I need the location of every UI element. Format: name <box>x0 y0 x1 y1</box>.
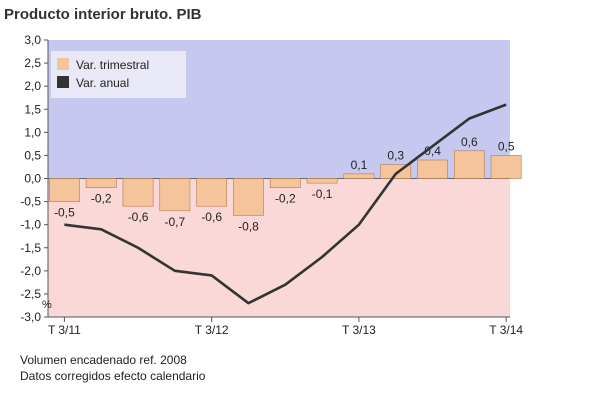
bar-trimestral <box>306 178 338 184</box>
y-tick-label: -0,5 <box>20 195 41 209</box>
note-volume: Volumen encadenado ref. 2008 <box>20 353 187 367</box>
bar-trimestral <box>453 150 485 179</box>
y-unit-label: % <box>42 299 52 311</box>
bar-value-label: 0,3 <box>387 149 404 163</box>
y-tick-label: 3,0 <box>24 33 41 47</box>
line-anual <box>64 103 507 305</box>
legend-label-anual: Var. anual <box>76 76 129 90</box>
bar-trimestral <box>159 178 191 212</box>
chart-title: Producto interior bruto. PIB <box>4 6 202 23</box>
y-tick-label: 0,0 <box>24 172 41 186</box>
bar-value-label: -0,5 <box>54 206 75 220</box>
y-tick-label: 2,0 <box>24 79 41 93</box>
y-tick-label: -1,5 <box>20 241 41 255</box>
y-tick-label: 2,5 <box>24 56 41 70</box>
legend-swatch-trimestral <box>57 58 69 70</box>
bar-trimestral <box>269 178 301 189</box>
y-tick-label: 1,0 <box>24 125 41 139</box>
bar-value-label: 0,4 <box>424 144 441 158</box>
y-tick-label: -2,5 <box>20 287 41 301</box>
legend-swatch-anual <box>57 76 69 88</box>
y-tick-label: -3,0 <box>20 310 41 324</box>
y-tick-label: -1,0 <box>20 218 41 232</box>
y-tick-label: -2,0 <box>20 264 41 278</box>
y-tick-label: 1,5 <box>24 102 41 116</box>
bar-trimestral <box>343 173 375 179</box>
bar-value-label: -0,8 <box>238 219 259 233</box>
legend-box <box>51 51 186 98</box>
bar-trimestral <box>233 178 264 216</box>
y-tick-label: 0,5 <box>24 148 41 162</box>
bar-value-label: 0,6 <box>461 135 478 149</box>
bar-trimestral <box>85 178 117 189</box>
bar-value-label: 0,1 <box>351 158 368 172</box>
bar-value-label: -0,1 <box>312 187 333 201</box>
bar-value-label: -0,6 <box>128 210 149 224</box>
bar-trimestral <box>122 178 154 207</box>
bar-value-label: 0,5 <box>498 139 515 153</box>
bar-trimestral <box>490 155 522 179</box>
note-calendar: Datos corregidos efecto calendario <box>20 369 206 383</box>
x-tick-label: T 3/11 <box>48 323 81 337</box>
x-tick-label: T 3/12 <box>195 323 229 337</box>
x-tick-label: T 3/13 <box>342 323 376 337</box>
bar-value-label: -0,6 <box>201 210 222 224</box>
legend-label-trimestral: Var. trimestral <box>76 58 149 72</box>
bar-value-label: -0,7 <box>165 215 186 229</box>
x-tick-label: T 3/14 <box>489 323 523 337</box>
bar-trimestral <box>196 178 228 207</box>
bar-trimestral <box>417 159 448 179</box>
bar-trimestral <box>49 178 80 202</box>
bar-value-label: -0,2 <box>275 192 296 206</box>
bar-value-label: -0,2 <box>91 192 112 206</box>
